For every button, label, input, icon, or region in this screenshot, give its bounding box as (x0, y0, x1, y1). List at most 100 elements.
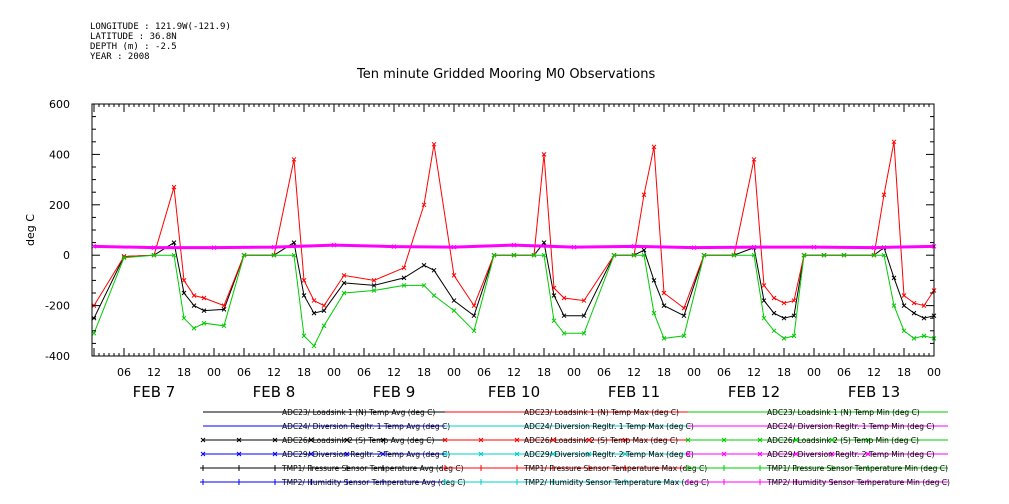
legend-marker (478, 479, 484, 485)
series-point (211, 245, 217, 250)
series-point (871, 252, 877, 258)
legend-marker (685, 479, 691, 485)
legend-marker (272, 437, 278, 443)
year-label: YEAR : 2008 (90, 52, 150, 62)
legend-marker (514, 465, 520, 471)
series-point (661, 303, 667, 308)
legend-label: ADC24/ Diversion Regltr. 1 Temp Min (deg… (767, 422, 935, 431)
series-point (321, 323, 327, 329)
legend-marker (344, 465, 350, 471)
latitude-label: LATITUDE : 36.8N (90, 32, 177, 42)
series-point (421, 283, 427, 288)
x-hour-label: 12 (627, 366, 641, 379)
series-point (471, 328, 477, 334)
plot-area (91, 139, 937, 349)
series-point (221, 303, 227, 308)
series-point (491, 252, 497, 258)
series-point (731, 252, 737, 258)
longitude-label: LONGITUDE : 121.9W(-121.9) (90, 22, 231, 32)
series-point (701, 252, 707, 258)
legend-marker (622, 451, 628, 457)
legend-marker (236, 451, 242, 457)
legend-marker (344, 479, 350, 485)
series-point (531, 252, 537, 258)
series-point (791, 333, 797, 339)
series-point (751, 244, 757, 250)
y-tick-label: 600 (49, 98, 70, 111)
series-point (471, 303, 477, 308)
legend-marker (272, 465, 278, 471)
series-point (291, 157, 297, 162)
series-point (371, 278, 377, 283)
legend-marker (236, 479, 242, 485)
series-point (181, 290, 187, 296)
series-point (681, 313, 687, 319)
x-day-label: FEB 9 (373, 383, 416, 401)
series-point (901, 328, 907, 334)
series-point (651, 278, 657, 283)
legend-marker (793, 437, 799, 443)
series-point (611, 252, 617, 258)
legend-marker (757, 451, 763, 457)
x-hour-label: 06 (717, 366, 731, 379)
legend-marker (550, 437, 556, 443)
legend-marker (200, 437, 206, 443)
series-point (401, 265, 407, 271)
legend-label: TMP2/ Humidity Sensor Temperature Avg (d… (281, 478, 466, 487)
series-point (691, 245, 697, 250)
x-hour-label: 18 (177, 366, 191, 379)
legend-marker (586, 437, 592, 443)
x-hour-label: 18 (657, 366, 671, 379)
series-point (881, 252, 887, 258)
x-hour-label: 00 (927, 366, 941, 379)
series-point (891, 303, 897, 308)
series-point (871, 245, 877, 250)
series-point (321, 308, 327, 313)
series-point (181, 278, 187, 283)
legend-label: ADC26/ Loadsink 2 (S) Temp Max (deg C) (524, 436, 678, 445)
series-point (271, 244, 277, 250)
series-point (511, 242, 517, 248)
legend-label: TMP1/ Pressure Sensor Temperature Max (d… (523, 464, 707, 473)
legend-marker (380, 437, 386, 443)
legend-marker (622, 437, 628, 443)
legend-marker (757, 479, 763, 485)
series-point (341, 273, 347, 278)
legend-marker (200, 479, 206, 485)
y-tick-label: -200 (45, 300, 70, 313)
series-point (451, 298, 457, 303)
series-point (171, 240, 177, 245)
x-hour-label: 12 (867, 366, 881, 379)
x-day-label: FEB 13 (848, 383, 900, 401)
series-point (201, 308, 207, 313)
legend-marker (236, 465, 242, 471)
series-point (91, 330, 97, 336)
series-point (371, 288, 377, 293)
legend-marker (865, 451, 871, 457)
series-point (561, 330, 567, 336)
legend-marker (721, 465, 727, 471)
series-point (301, 293, 307, 298)
series-point (681, 333, 687, 339)
legend-marker (236, 437, 242, 443)
legend-marker (380, 479, 386, 485)
series-point (781, 300, 787, 306)
x-hour-label: 18 (297, 366, 311, 379)
legend-marker (685, 451, 691, 457)
series-point (241, 252, 247, 258)
series-point (541, 152, 547, 157)
x-hour-label: 00 (687, 366, 701, 379)
legend-marker (793, 479, 799, 485)
legend-marker (829, 465, 835, 471)
series-point (311, 343, 317, 349)
series-point (341, 280, 347, 286)
legend-label: TMP2/ Humidity Sensor Temperature Min (d… (766, 478, 950, 487)
x-hour-label: 12 (507, 366, 521, 379)
legend-marker (478, 437, 484, 443)
legend-label: ADC23/ Loadsink 1 (N) Temp Max (deg C) (524, 408, 679, 417)
legend-label: ADC23/ Loadsink 1 (N) Temp Avg (deg C) (282, 408, 435, 417)
legend-marker (757, 465, 763, 471)
x-hour-label: 06 (357, 366, 371, 379)
series-point (551, 293, 557, 298)
